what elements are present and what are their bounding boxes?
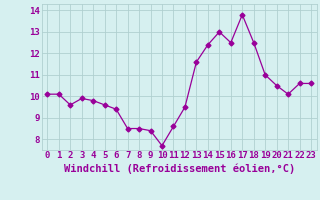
X-axis label: Windchill (Refroidissement éolien,°C): Windchill (Refroidissement éolien,°C) xyxy=(64,163,295,174)
